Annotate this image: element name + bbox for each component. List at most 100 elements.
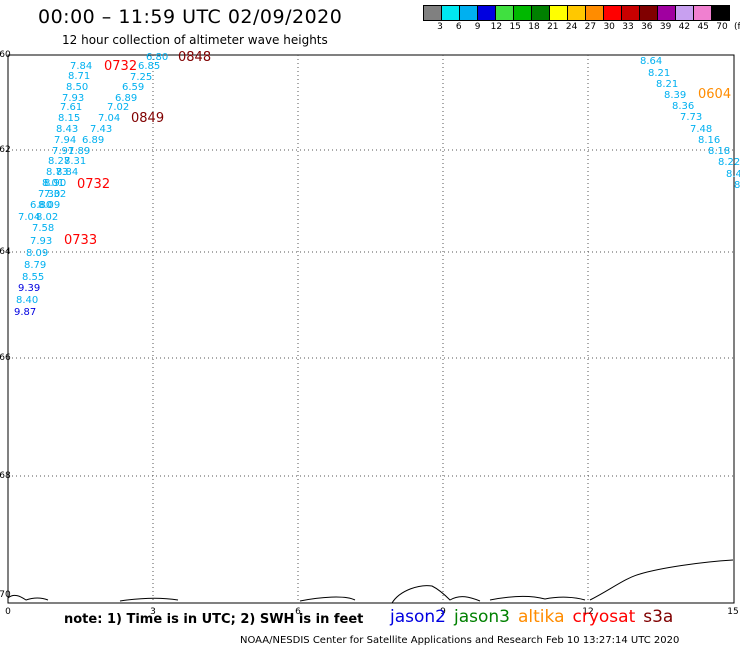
pass-time-labels: 0848 0732 0849 0732 0733 0604: [64, 50, 731, 248]
coastline: [7, 559, 734, 604]
wave-height-value: 8.02: [36, 212, 58, 223]
wave-height-value: 8.21: [648, 68, 670, 79]
pass-time-label: 0849: [131, 111, 164, 126]
legend-tick-label: 21: [547, 22, 559, 32]
axis-ticks: 0 3 6 9 12 15 -60 -62 -64 -66 -68 -70: [0, 50, 739, 617]
wave-height-value: 8.71: [68, 71, 90, 82]
satellite-legend-cryosat: cryosat: [572, 607, 636, 627]
legend-tick-label: 30: [603, 22, 615, 32]
satellite-legend: jason2 jason3 altika cryosat s3a: [390, 607, 681, 627]
wave-height-value: 8.27: [48, 156, 70, 167]
y-tick-label: -62: [0, 145, 11, 155]
x-tick-label: 3: [150, 607, 156, 617]
wave-height-value: 8.4: [726, 169, 740, 180]
note-text: note: 1) Time is in UTC; 2) SWH is in fe…: [64, 612, 364, 627]
y-tick-label: -70: [0, 590, 11, 600]
wave-height-value: 9.39: [18, 283, 40, 294]
x-tick-label: 6: [295, 607, 301, 617]
legend-tick-label: 24: [565, 22, 578, 32]
y-tick-label: -64: [0, 247, 11, 257]
wave-height-value: 6.85: [138, 61, 160, 72]
wave-height-value: 7.58: [32, 223, 54, 234]
y-tick-label: -68: [0, 471, 11, 481]
legend-tick-label: 6: [455, 22, 462, 32]
legend-tick-label: 3: [437, 22, 443, 32]
wave-height-value: 8.84: [56, 167, 78, 178]
wave-height-value: 8.43: [56, 124, 78, 135]
wave-height-value: 8.73: [46, 167, 68, 178]
wave-height-value: 6.89: [82, 135, 104, 146]
wave-height-value: 8.40: [16, 295, 38, 306]
footer-credit: NOAA/NESDIS Center for Satellite Applica…: [240, 635, 680, 646]
legend-tick-label: 70: [716, 22, 728, 32]
wave-height-value: 7.48: [690, 124, 712, 135]
wave-height-value: 8.31: [64, 156, 86, 167]
pass-time-label: 0733: [64, 233, 97, 248]
wave-height-value: 6.59: [122, 82, 144, 93]
wave-height-value: 8.16: [698, 135, 720, 146]
wave-height-value: 7.02: [107, 102, 129, 113]
legend-tick-label: 33: [622, 22, 634, 32]
legend-tick-label: 36: [641, 22, 653, 32]
wave-height-value: 7.25: [130, 72, 152, 83]
map-frame: [7, 54, 735, 604]
wave-height-value: 8.39: [664, 90, 686, 101]
page-subtitle: 12 hour collection of altimeter wave hei…: [62, 33, 328, 47]
satellite-legend-altika: altika: [518, 607, 565, 627]
legend-tick-label: 39: [659, 22, 672, 32]
wave-height-value: 8.15: [58, 113, 80, 124]
wave-height-value: 8.55: [22, 272, 44, 283]
x-tick-label: 15: [727, 607, 738, 617]
pass-time-label: 0732: [104, 59, 137, 74]
x-tick-label: 0: [5, 607, 11, 617]
legend-tick-label: 27: [584, 22, 597, 32]
wave-height-value: 8.36: [672, 101, 694, 112]
wave-height-value: 7.04: [98, 113, 120, 124]
legend-tick-label: 12: [490, 22, 503, 32]
pass-time-label: 0848: [178, 50, 211, 65]
wave-height-value: 7.84: [70, 61, 92, 72]
wave-height-value: 7.32: [44, 189, 66, 200]
wave-height-value: 8: [734, 180, 740, 191]
satellite-legend-s3a: s3a: [643, 607, 674, 627]
wave-height-value: 8.09: [38, 200, 60, 211]
wave-height-value: 7.43: [90, 124, 112, 135]
wave-height-value: 7.89: [68, 146, 90, 157]
legend-tick-label: (ft): [734, 22, 740, 32]
x-tick-label: 12: [582, 607, 593, 617]
legend-tick-label: 15: [509, 22, 521, 32]
legend-tick-label: 9: [474, 22, 481, 32]
page-title: 00:00 – 11:59 UTC 02/09/2020: [38, 6, 343, 28]
wave-height-value: 8.09: [26, 248, 48, 259]
satellite-legend-jason2: jason2: [390, 607, 446, 627]
wave-height-value: 8.21: [656, 79, 678, 90]
legend-tick-label: 42: [678, 22, 691, 32]
wave-height-value: 6.80: [146, 52, 168, 63]
pass-time-label: 0604: [698, 87, 731, 102]
legend-swatch: [711, 5, 730, 21]
y-tick-label: -60: [0, 50, 11, 60]
wave-height-value: 8.79: [24, 260, 46, 271]
wave-height-value: 7.61: [60, 102, 82, 113]
wave-height-value: 8.18: [708, 146, 730, 157]
wave-height-value: 7.93: [30, 236, 52, 247]
wave-height-value: 7.93: [62, 93, 84, 104]
x-tick-label: 9: [440, 607, 446, 617]
color-legend: [423, 5, 730, 21]
wave-height-value: 8.90: [44, 178, 66, 189]
legend-tick-label: 45: [697, 22, 709, 32]
legend-tick-label: 18: [528, 22, 540, 32]
wave-height-value: 7.73: [680, 112, 702, 123]
wave-height-value: 8.64: [640, 56, 662, 67]
wave-height-value: 8.22: [718, 157, 740, 168]
wave-height-value: 7.94: [54, 135, 76, 146]
observation-labels: 6.806.857.847.258.716.598.506.897.937.02…: [14, 52, 740, 318]
wave-height-value: 6.80: [30, 200, 52, 211]
wave-height-value: 8.01: [42, 178, 64, 189]
wave-height-value: 7.91: [52, 146, 74, 157]
wave-height-value: 7.04: [18, 212, 40, 223]
map-grid: [8, 55, 734, 603]
wave-height-value: 6.89: [115, 93, 137, 104]
